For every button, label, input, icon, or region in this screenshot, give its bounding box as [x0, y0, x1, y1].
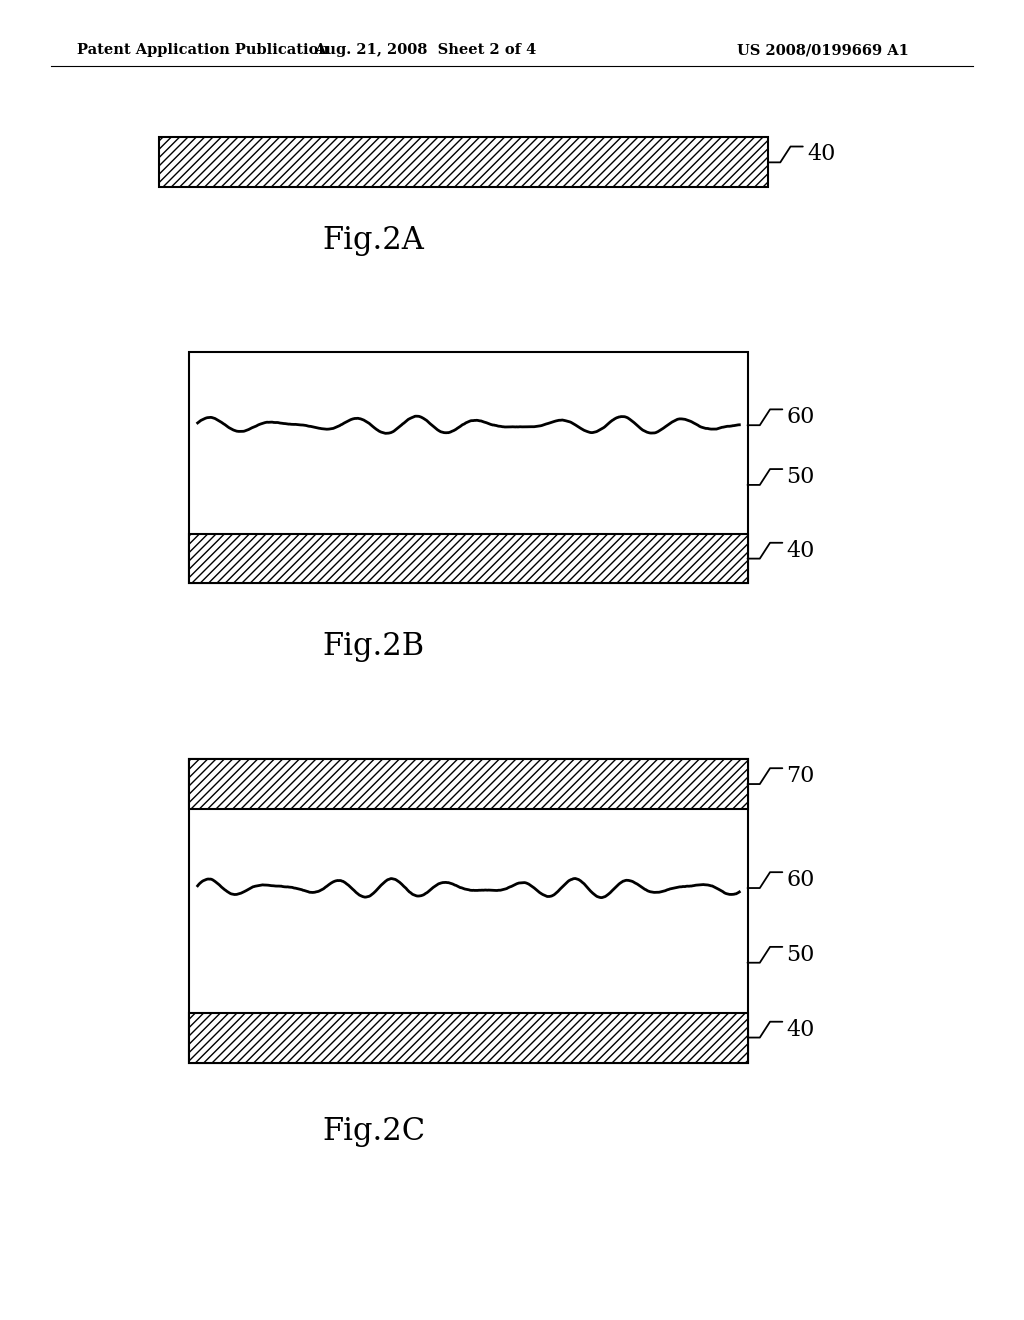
Text: US 2008/0199669 A1: US 2008/0199669 A1: [737, 44, 909, 57]
Text: 40: 40: [786, 540, 815, 562]
Text: 50: 50: [786, 466, 815, 488]
Bar: [189, 1012, 748, 1063]
Text: 60: 60: [786, 869, 815, 891]
Bar: [189, 352, 748, 583]
Bar: [189, 533, 748, 583]
Text: 70: 70: [786, 766, 815, 787]
Text: Fig.2B: Fig.2B: [323, 631, 425, 663]
Text: 40: 40: [786, 1019, 815, 1040]
Text: 40: 40: [807, 144, 836, 165]
Bar: [159, 137, 768, 187]
Bar: [189, 759, 748, 809]
Text: 50: 50: [786, 944, 815, 966]
Text: Aug. 21, 2008  Sheet 2 of 4: Aug. 21, 2008 Sheet 2 of 4: [313, 44, 537, 57]
Text: Fig.2A: Fig.2A: [323, 224, 425, 256]
Bar: [189, 759, 748, 1063]
Text: Patent Application Publication: Patent Application Publication: [77, 44, 329, 57]
Text: Fig.2C: Fig.2C: [323, 1115, 425, 1147]
Text: 60: 60: [786, 407, 815, 428]
